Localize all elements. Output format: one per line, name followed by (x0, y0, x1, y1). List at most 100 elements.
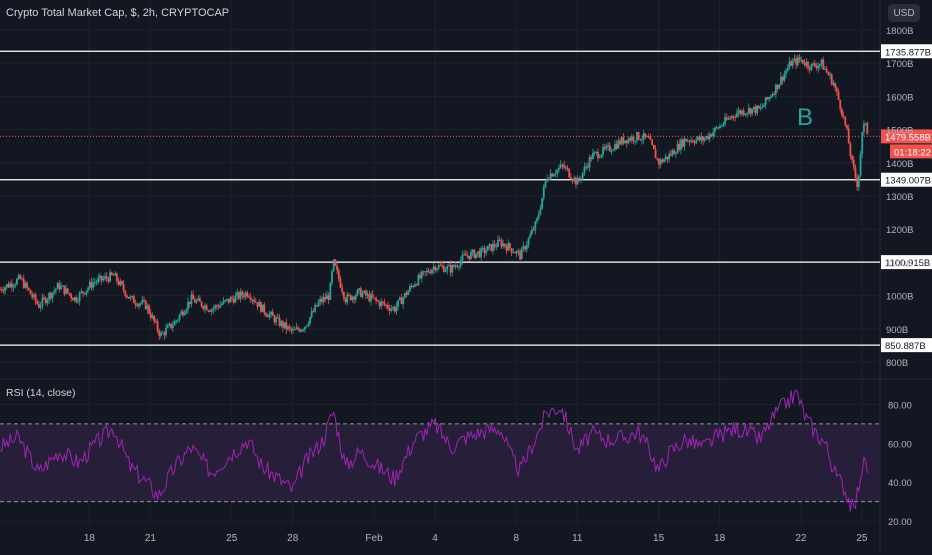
candle-body (671, 150, 674, 156)
candle-body (774, 84, 777, 95)
candle-body (607, 145, 610, 147)
rsi-tick-label: 20.00 (888, 517, 912, 528)
candle-body (471, 250, 474, 253)
candle-body (863, 123, 865, 133)
candle-body (839, 99, 842, 110)
candle-body (434, 266, 437, 271)
candle-body (844, 116, 847, 126)
candle-body (539, 208, 542, 215)
candle-body (143, 300, 145, 302)
candle-body (807, 61, 809, 68)
candle-body (371, 294, 374, 298)
candle-body (619, 140, 621, 145)
candle-body (93, 282, 96, 284)
candle-body (112, 274, 115, 276)
candle-body (312, 311, 315, 313)
candle-body (766, 97, 769, 100)
candle-body (681, 139, 684, 147)
candle-body (856, 177, 859, 187)
candle-body (310, 311, 313, 318)
candle-body (387, 304, 389, 309)
candle-body (788, 61, 791, 69)
candle-body (822, 59, 825, 70)
candle-body (725, 117, 728, 120)
candle-body (61, 285, 64, 287)
price-tick-label: 1100B (886, 258, 913, 269)
candle-body (700, 136, 703, 141)
candle-body (456, 265, 459, 267)
candle-body (583, 166, 586, 173)
candle-body (837, 91, 840, 100)
candle-body (547, 178, 550, 180)
candle-body (280, 321, 283, 326)
candle-body (708, 134, 711, 139)
candle-body (605, 146, 608, 149)
currency-label: USD (893, 8, 914, 19)
rsi-pane (0, 389, 880, 512)
candle-body (724, 117, 726, 125)
candle-body (244, 292, 247, 298)
candle-body (749, 108, 752, 115)
candle-body (825, 68, 828, 73)
candle-body (835, 87, 838, 92)
candle-body (9, 283, 12, 288)
candle-body (522, 246, 525, 249)
candle-body (115, 273, 118, 282)
candle-body (24, 282, 27, 288)
candle-body (190, 294, 193, 304)
candle-body (857, 175, 860, 187)
candle-body (217, 306, 220, 308)
candle-body (658, 158, 660, 165)
candle-body (121, 281, 123, 285)
candle-body (71, 298, 74, 301)
candle-body (88, 281, 91, 288)
candle-body (158, 330, 161, 337)
candle-body (138, 303, 140, 307)
candle-body (859, 154, 862, 176)
candle-body (53, 290, 56, 293)
candle-body (275, 317, 278, 323)
candle-body (92, 282, 95, 288)
currency-badge[interactable] (888, 4, 920, 22)
candle-body (187, 301, 189, 310)
candle-body (202, 306, 205, 310)
candle-body (629, 138, 632, 141)
candle-body (702, 136, 704, 141)
candle-body (26, 282, 29, 288)
candle-body (198, 298, 201, 302)
candle-body (595, 151, 598, 153)
candle-body (483, 248, 486, 254)
candle-body (70, 294, 73, 299)
candle-body (651, 139, 654, 145)
candle-body (641, 139, 643, 141)
candle-body (697, 136, 699, 140)
candle-body (541, 197, 543, 209)
candle-body (573, 177, 576, 181)
candle-body (559, 164, 562, 168)
candle-body (675, 153, 677, 155)
candle-body (414, 284, 416, 287)
candle-body (21, 278, 23, 280)
candle-body (597, 151, 599, 159)
candle-body (288, 326, 291, 329)
candle-body (429, 272, 432, 274)
candle-body (448, 265, 450, 267)
candle-body (165, 328, 167, 336)
candle-body (683, 138, 686, 147)
candle-body (119, 281, 122, 285)
candle-body (109, 272, 112, 282)
candle-body (754, 106, 757, 114)
candle-body (490, 244, 493, 251)
candle-body (732, 116, 735, 118)
candle-body (432, 266, 435, 270)
candle-body (334, 259, 337, 266)
candle-body (773, 94, 776, 96)
candle-body (232, 298, 235, 303)
candle-body (664, 156, 667, 160)
candle-body (661, 159, 664, 163)
candle-body (512, 252, 515, 254)
candle-body (105, 276, 108, 279)
candle-body (41, 297, 44, 306)
candle-body (588, 157, 591, 168)
